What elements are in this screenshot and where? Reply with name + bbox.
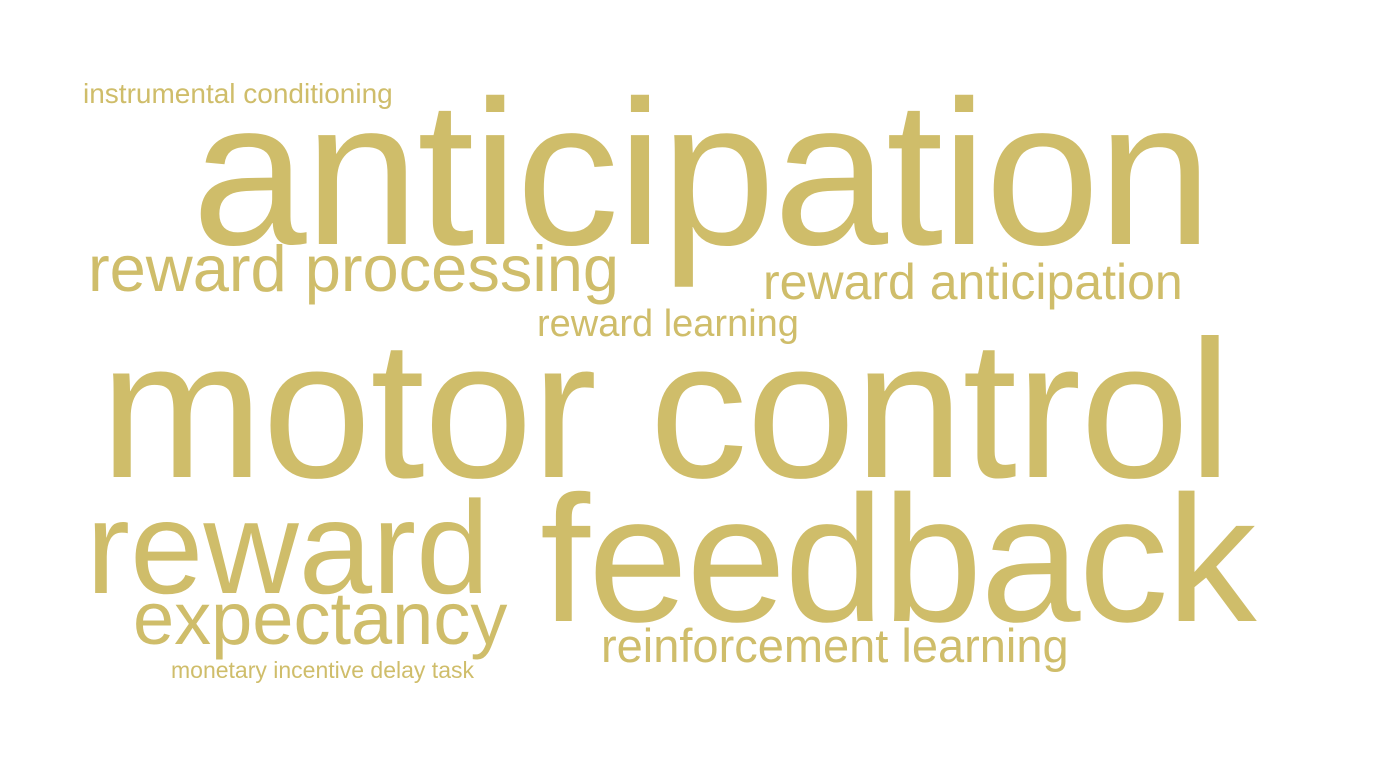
word-reward-learning: reward learning (537, 303, 799, 345)
word-feedback: feedback (540, 459, 1257, 660)
word-motor-control: motor control (100, 300, 1232, 519)
word-expectancy: expectancy (133, 577, 508, 660)
word-reward-anticipation: reward anticipation (763, 254, 1183, 310)
word-reinforcement-learning: reinforcement learning (601, 619, 1069, 672)
word-monetary-incentive-delay-task: monetary incentive delay task (171, 657, 474, 683)
word-reward-processing: reward processing (88, 232, 620, 305)
word-reward: reward (86, 474, 490, 621)
word-anticipation: anticipation (192, 58, 1212, 288)
word-instrumental-conditioning: instrumental conditioning (83, 78, 393, 109)
